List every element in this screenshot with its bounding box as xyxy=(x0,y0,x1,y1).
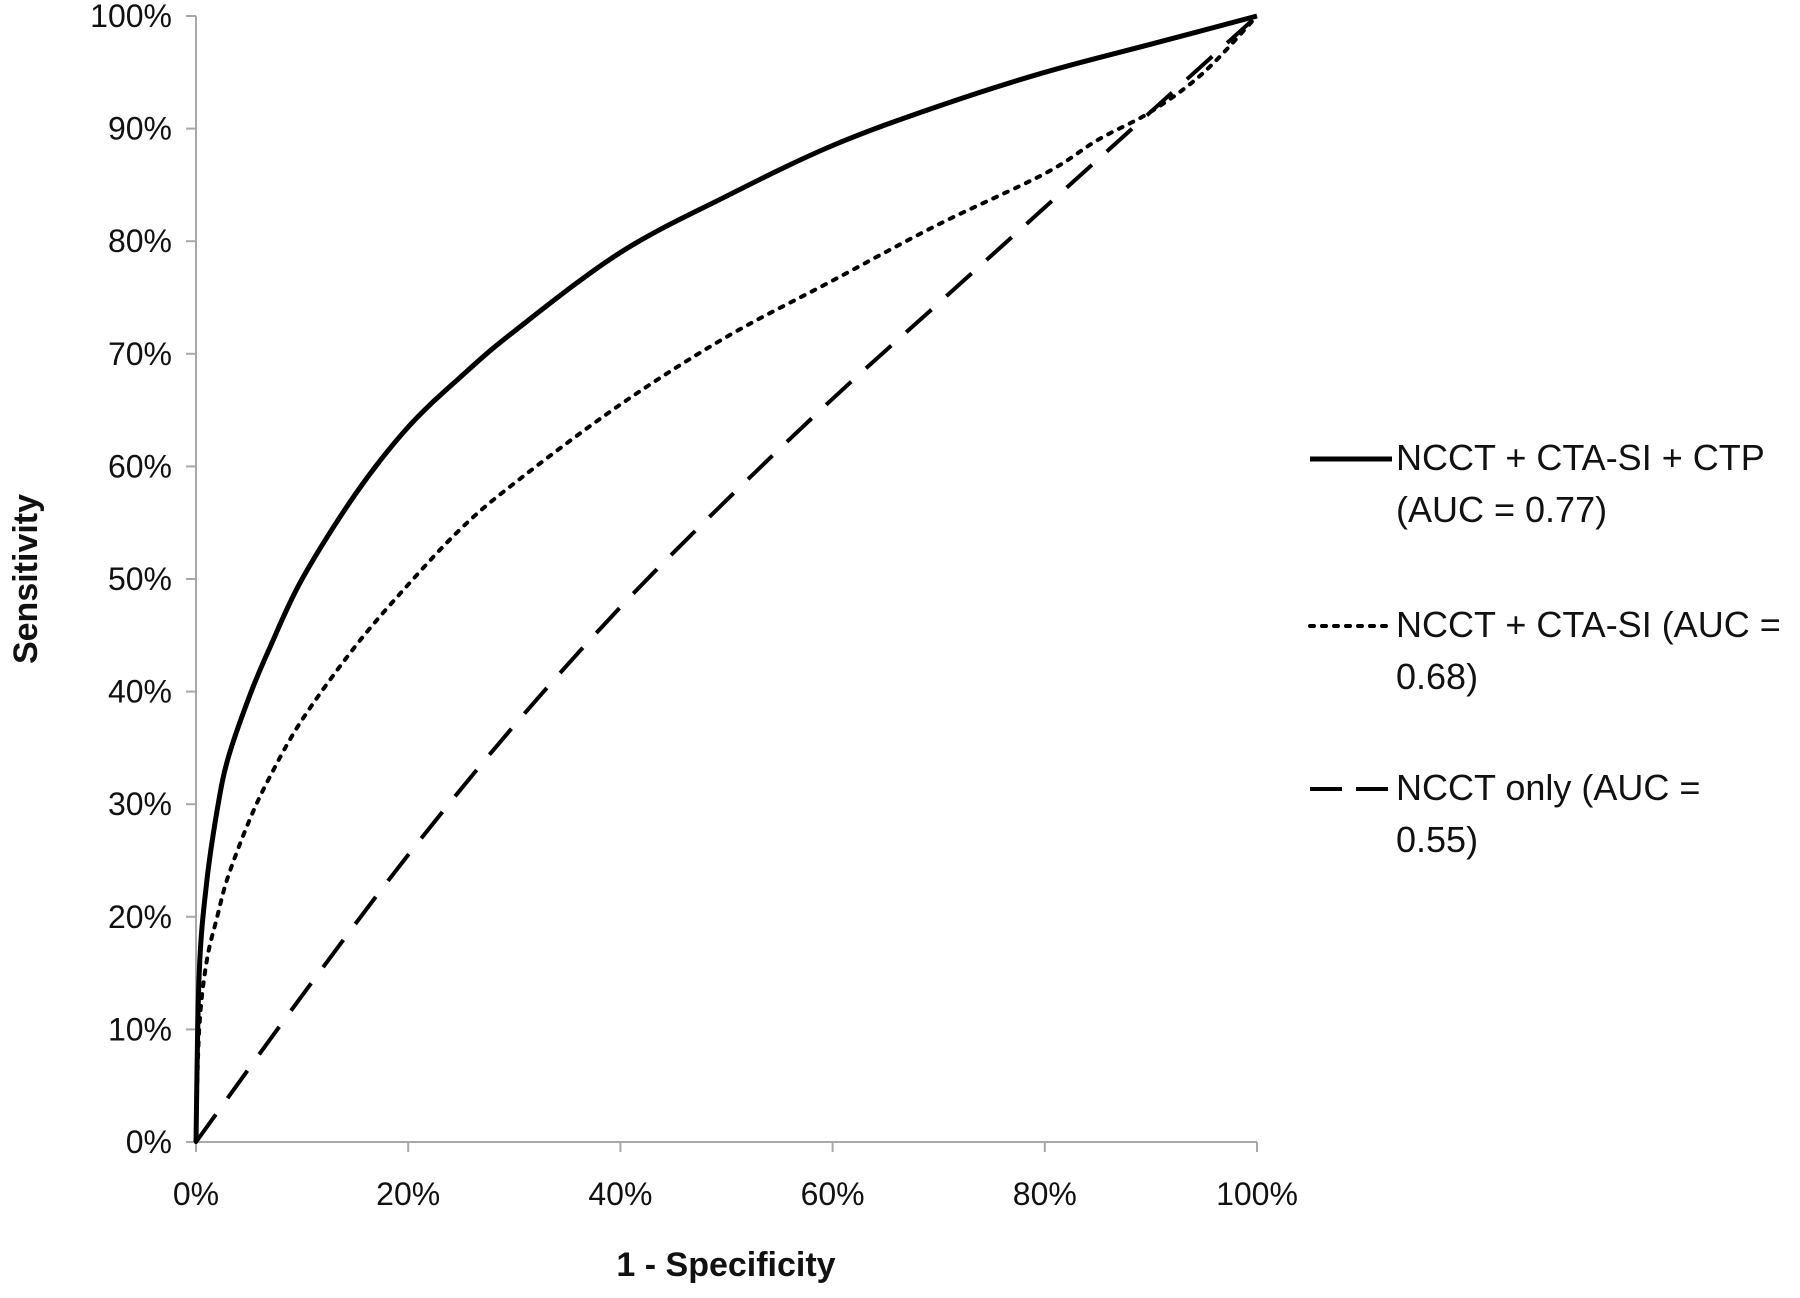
x-axis-title: 1 - Specificity xyxy=(616,1246,835,1284)
legend-label: (AUC = 0.77) xyxy=(1396,489,1607,530)
legend-label: 0.68) xyxy=(1396,656,1478,697)
y-tick-label: 60% xyxy=(108,448,172,484)
y-tick-label: 80% xyxy=(108,223,172,259)
y-axis-title: Sensitivity xyxy=(7,494,45,664)
y-tick-label: 0% xyxy=(126,1124,172,1160)
series-line-ncct-cta-si-ctp xyxy=(193,13,1258,1143)
y-tick-label: 90% xyxy=(108,111,172,147)
x-tick-label: 40% xyxy=(588,1176,652,1212)
series-lines xyxy=(193,13,1259,1144)
legend-entry: NCCT + CTA-SI + CTP (AUC = 0.77) xyxy=(1310,437,1765,530)
y-tick-label: 40% xyxy=(108,674,172,710)
y-tick-label: 100% xyxy=(90,0,172,34)
x-tick-label: 100% xyxy=(1216,1176,1298,1212)
legend-label: NCCT only (AUC = xyxy=(1396,767,1700,808)
y-tick-label: 20% xyxy=(108,899,172,935)
legend-label: NCCT + CTA-SI + CTP xyxy=(1396,437,1765,478)
legend-entry: NCCT only (AUC = 0.55) xyxy=(1310,767,1700,860)
x-tick-label: 60% xyxy=(801,1176,865,1212)
y-tick-label: 30% xyxy=(108,786,172,822)
x-tick-label: 0% xyxy=(173,1176,219,1212)
y-tick-label: 70% xyxy=(108,336,172,372)
series-line-ncct-only xyxy=(194,14,1259,1144)
axes xyxy=(195,16,1257,1143)
x-tick-label: 20% xyxy=(376,1176,440,1212)
legend: NCCT + CTA-SI + CTP(AUC = 0.77)NCCT + CT… xyxy=(1308,437,1781,860)
legend-label: 0.55) xyxy=(1396,819,1478,860)
legend-entry: NCCT + CTA-SI (AUC = 0.68) xyxy=(1308,604,1781,697)
x-tick-label: 80% xyxy=(1013,1176,1077,1212)
legend-label: NCCT + CTA-SI (AUC = xyxy=(1396,604,1781,645)
ticks: 0% 10% 20% 30% 40% 50% 60% 70% 80% 90% 100% 0% 20% 40… xyxy=(90,0,1298,1212)
y-tick-label: 10% xyxy=(108,1011,172,1047)
y-tick-label: 50% xyxy=(108,561,172,597)
series-line-ncct-cta-si xyxy=(194,14,1259,1144)
